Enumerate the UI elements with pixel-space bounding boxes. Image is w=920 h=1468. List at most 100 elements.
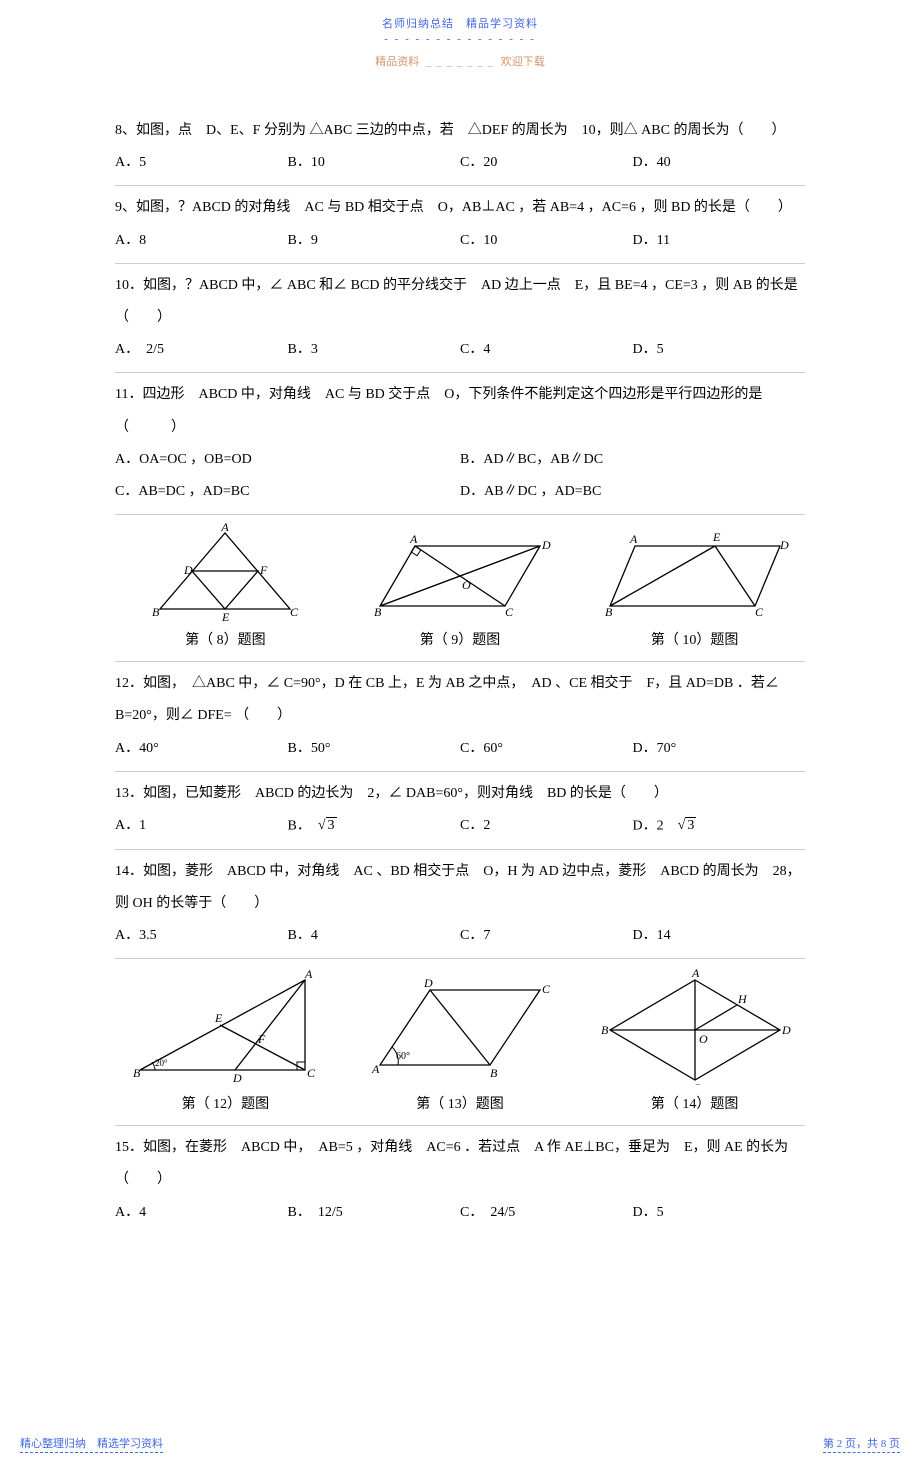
q13-opt-a: A．1: [115, 810, 288, 843]
q10-opt-a: A． 2/5: [115, 334, 288, 366]
figure-8: A D F B E C 第（ 8）题图: [115, 521, 336, 657]
header-line1: 名师归纳总结 精品学习资料: [0, 15, 920, 31]
svg-text:O: O: [699, 1032, 708, 1046]
header-line2: 精品资料 _ _ _ _ _ _ _ 欢迎下载: [0, 53, 920, 69]
q14-opt-c: C．7: [460, 920, 633, 952]
svg-text:B: B: [601, 1023, 609, 1037]
q12-opt-c: C．60°: [460, 733, 633, 765]
q15-opt-b: B． 12/5: [288, 1197, 461, 1229]
figure-9: A D B C O 第（ 9）题图: [350, 521, 571, 657]
q13-text: 13．如图，已知菱形 ABCD 的边长为 2，∠ DAB=60°，则对角线 BD…: [115, 778, 805, 810]
svg-text:A: A: [629, 532, 638, 546]
q8-text: 8、如图，点 D、E、F 分别为 △ABC 三边的中点，若 △DEF 的周长为 …: [115, 115, 805, 147]
rhombus-60-icon: 60° A D C B: [360, 965, 560, 1085]
q8-opt-c: C．20: [460, 147, 633, 179]
question-12: 12．如图， △ABC 中，∠ C=90°，D 在 CB 上，E 为 AB 之中…: [115, 662, 805, 772]
q9-opt-c: C．10: [460, 225, 633, 257]
q11-options: A．OA=OC ，OB=OD B．AD∥BC，AB∥DC C．AB=DC ，AD…: [115, 444, 805, 508]
q12-opt-a: A．40°: [115, 733, 288, 765]
q11-opt-b: B．AD∥BC，AB∥DC: [460, 444, 805, 476]
svg-text:D: D: [781, 1023, 791, 1037]
svg-text:E: E: [221, 610, 230, 621]
right-triangle-icon: 20° A E F B D C: [125, 965, 325, 1085]
q9-options: A．8 B．9 C．10 D．11: [115, 225, 805, 257]
q15-opt-d: D．5: [633, 1197, 806, 1229]
svg-text:O: O: [462, 578, 471, 592]
parallelogram-diagonals-icon: A D B C O: [360, 521, 560, 621]
svg-text:B: B: [133, 1066, 141, 1080]
sqrt3-icon: √3: [318, 810, 337, 842]
question-13: 13．如图，已知菱形 ABCD 的边长为 2，∠ DAB=60°，则对角线 BD…: [115, 772, 805, 850]
svg-text:D: D: [541, 538, 551, 552]
figure-10-caption: 第（ 10）题图: [584, 625, 805, 657]
figure-row-1: A D F B E C 第（ 8）题图 A D B C O 第（ 9）题图: [115, 515, 805, 662]
q14-opt-d: D．14: [633, 920, 806, 952]
q9-opt-a: A．8: [115, 225, 288, 257]
svg-text:F: F: [259, 563, 268, 577]
sqrt3-icon: √3: [678, 810, 697, 842]
triangle-midpoints-icon: A D F B E C: [140, 521, 310, 621]
svg-text:C: C: [542, 982, 551, 996]
question-8: 8、如图，点 D、E、F 分别为 △ABC 三边的中点，若 △DEF 的周长为 …: [115, 109, 805, 186]
svg-text:20°: 20°: [155, 1058, 168, 1068]
svg-text:D: D: [232, 1071, 242, 1085]
svg-text:D: D: [183, 563, 193, 577]
q13-options: A．1 B． √3 C．2 D．2 √3: [115, 810, 805, 843]
figure-14-caption: 第（ 14）题图: [584, 1089, 805, 1121]
svg-text:C: C: [290, 605, 299, 619]
q14-options: A．3.5 B．4 C．7 D．14: [115, 920, 805, 952]
q9-text: 9、如图，？ABCD 的对角线 AC 与 BD 相交于点 O，AB⊥AC ，若 …: [115, 192, 805, 224]
content-area: 8、如图，点 D、E、F 分别为 △ABC 三边的中点，若 △DEF 的周长为 …: [115, 109, 805, 1235]
q14-opt-b: B．4: [288, 920, 461, 952]
svg-text:C: C: [505, 605, 514, 619]
question-14: 14．如图，菱形 ABCD 中，对角线 AC 、BD 相交于点 O，H 为 AD…: [115, 850, 805, 960]
q12-text: 12．如图， △ABC 中，∠ C=90°，D 在 CB 上，E 为 AB 之中…: [115, 668, 805, 732]
q8-opt-b: B．10: [288, 147, 461, 179]
q15-options: A．4 B． 12/5 C． 24/5 D．5: [115, 1197, 805, 1229]
figure-row-2: 20° A E F B D C 第（ 12）题图 60° A D C B 第（ …: [115, 959, 805, 1126]
question-11: 11．四边形 ABCD 中，对角线 AC 与 BD 交于点 O，下列条件不能判定…: [115, 373, 805, 515]
q9-opt-d: D．11: [633, 225, 806, 257]
svg-text:A: A: [409, 532, 418, 546]
question-9: 9、如图，？ABCD 的对角线 AC 与 BD 相交于点 O，AB⊥AC ，若 …: [115, 186, 805, 263]
figure-13: 60° A D C B 第（ 13）题图: [350, 965, 571, 1121]
q15-text: 15．如图，在菱形 ABCD 中， AB=5 ，对角线 AC=6 ．若过点 A …: [115, 1132, 805, 1196]
svg-text:C: C: [755, 605, 764, 619]
q9-opt-b: B．9: [288, 225, 461, 257]
figure-12-caption: 第（ 12）题图: [115, 1089, 336, 1121]
svg-text:D: D: [423, 976, 433, 990]
svg-text:C: C: [307, 1066, 316, 1080]
question-15: 15．如图，在菱形 ABCD 中， AB=5 ，对角线 AC=6 ．若过点 A …: [115, 1126, 805, 1235]
svg-text:H: H: [737, 992, 748, 1006]
svg-text:A: A: [371, 1062, 380, 1076]
q14-opt-a: A．3.5: [115, 920, 288, 952]
figure-14: A H B D O C 第（ 14）题图: [584, 965, 805, 1121]
q15-opt-c: C． 24/5: [460, 1197, 633, 1229]
q8-opt-d: D．40: [633, 147, 806, 179]
svg-text:B: B: [374, 605, 382, 619]
figure-9-caption: 第（ 9）题图: [350, 625, 571, 657]
svg-text:E: E: [214, 1011, 223, 1025]
q10-opt-c: C．4: [460, 334, 633, 366]
svg-text:B: B: [605, 605, 613, 619]
footer-right: 第 2 页，共 8 页: [823, 1435, 900, 1453]
page-header: 名师归纳总结 精品学习资料 - - - - - - - - - - - - - …: [0, 0, 920, 69]
q10-opt-d: D．5: [633, 334, 806, 366]
svg-text:B: B: [152, 605, 160, 619]
figure-8-caption: 第（ 8）题图: [115, 625, 336, 657]
q11-opt-a: A．OA=OC ，OB=OD: [115, 444, 460, 476]
q8-opt-a: A．5: [115, 147, 288, 179]
rhombus-midpoint-icon: A H B D O C: [595, 965, 795, 1085]
q15-opt-a: A．4: [115, 1197, 288, 1229]
svg-text:A: A: [304, 967, 313, 981]
q12-options: A．40° B．50° C．60° D．70°: [115, 733, 805, 765]
q13-opt-b: B． √3: [288, 810, 461, 843]
q11-opt-c: C．AB=DC ，AD=BC: [115, 476, 460, 508]
footer-left: 精心整理归纳 精选学习资料: [20, 1435, 163, 1453]
svg-text:E: E: [712, 530, 721, 544]
q13-opt-c: C．2: [460, 810, 633, 843]
header-dash1: - - - - - - - - - - - - - - -: [0, 33, 920, 45]
figure-13-caption: 第（ 13）题图: [350, 1089, 571, 1121]
q12-opt-b: B．50°: [288, 733, 461, 765]
q12-opt-d: D．70°: [633, 733, 806, 765]
